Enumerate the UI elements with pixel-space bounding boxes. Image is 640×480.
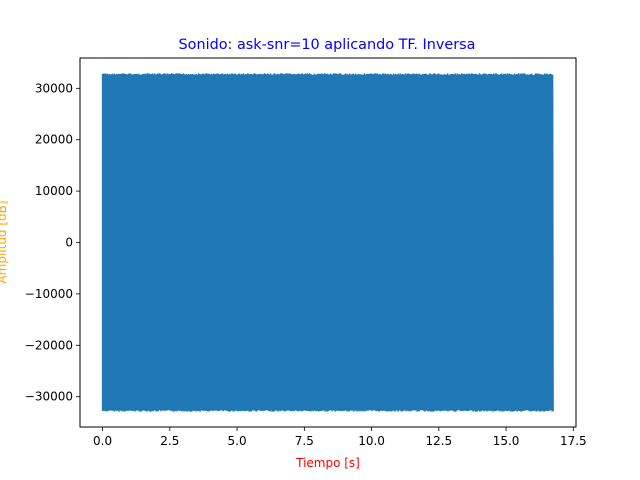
x-tick-label: 5.0 <box>228 434 247 448</box>
x-tick-label: 17.5 <box>560 434 587 448</box>
y-tick-label: 0 <box>65 236 73 250</box>
chart-title: Sonido: ask-snr=10 aplicando TF. Inversa <box>179 37 476 53</box>
x-tick-label: 10.0 <box>358 434 385 448</box>
y-tick-label: 20000 <box>35 133 73 147</box>
y-tick-label: 30000 <box>35 81 73 95</box>
y-tick-label: −20000 <box>25 338 73 352</box>
x-tick-label: 0.0 <box>93 434 112 448</box>
signal-layer <box>101 73 554 412</box>
signal-series-line <box>101 73 554 412</box>
x-axis-label: Tiempo [s] <box>295 456 360 470</box>
x-tick-label: 12.5 <box>425 434 452 448</box>
x-tick-label: 2.5 <box>160 434 179 448</box>
y-tick-label: 10000 <box>35 184 73 198</box>
y-axis-label: Amplitud [dB] <box>0 200 9 283</box>
x-axis: 0.0 2.5 5.0 7.5 10.0 12.5 15.0 17.5 <box>93 427 587 448</box>
y-tick-label: −30000 <box>25 390 73 404</box>
y-tick-label: −10000 <box>25 287 73 301</box>
x-tick-label: 15.0 <box>493 434 520 448</box>
x-tick-label: 7.5 <box>295 434 314 448</box>
y-axis: −30000 −20000 −10000 0 10000 20000 30000 <box>25 81 80 404</box>
